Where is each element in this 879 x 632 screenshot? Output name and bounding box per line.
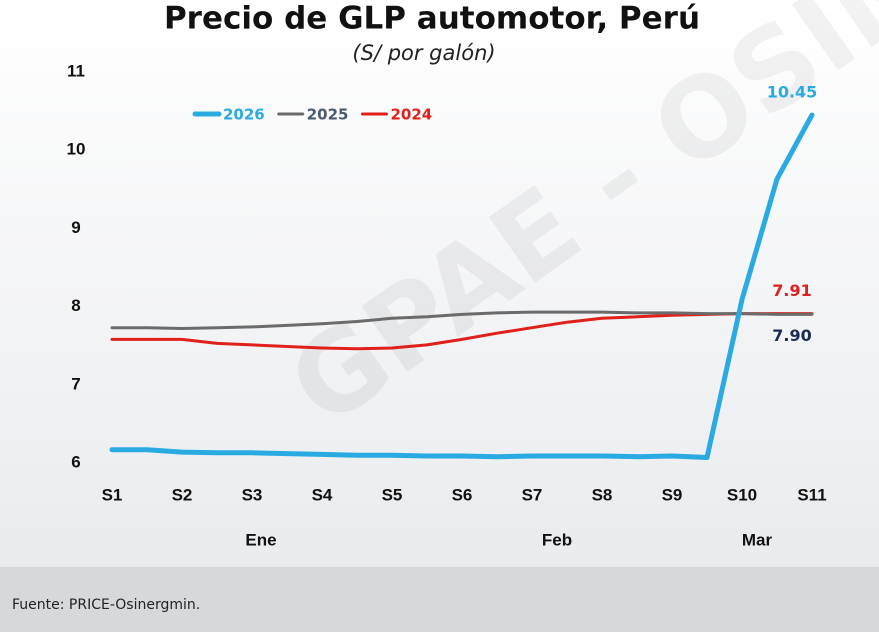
month-label: Mar — [742, 530, 773, 549]
value-label: 7.91 — [772, 281, 811, 300]
chart-title: Precio de GLP automotor, Perú — [164, 1, 700, 37]
x-tick-label: S8 — [592, 485, 613, 504]
x-tick-label: S3 — [242, 485, 263, 504]
legend-label: 2025 — [307, 106, 349, 124]
x-tick-label: S7 — [522, 485, 543, 504]
chart-subtitle: (S/ por galón) — [352, 41, 495, 65]
x-tick-label: S11 — [797, 485, 826, 504]
x-tick-label: S9 — [662, 485, 683, 504]
x-tick-label: S10 — [727, 485, 757, 504]
source-note: Fuente: PRICE-Osinergmin. — [12, 597, 200, 613]
x-tick-label: S6 — [452, 485, 473, 504]
series-line — [110, 310, 814, 330]
footer-band — [0, 567, 879, 632]
x-tick-label: S2 — [172, 485, 193, 504]
legend-label: 2024 — [391, 106, 433, 124]
value-label: 10.45 — [767, 83, 818, 102]
y-tick-label: 10 — [67, 140, 86, 159]
x-tick-label: S1 — [102, 485, 123, 504]
series-line — [109, 112, 815, 460]
y-tick-label: 9 — [71, 218, 80, 237]
x-tick-label: S4 — [312, 485, 333, 504]
y-tick-label: 7 — [71, 374, 80, 393]
month-label: Ene — [245, 530, 276, 549]
month-label: Feb — [542, 530, 572, 549]
y-tick-label: 8 — [71, 296, 80, 315]
background — [0, 0, 879, 567]
y-tick-label: 6 — [71, 452, 80, 471]
legend-label: 2026 — [223, 106, 265, 124]
y-tick-label: 11 — [67, 61, 85, 80]
x-tick-label: S5 — [382, 485, 403, 504]
value-label: 7.90 — [772, 326, 811, 345]
